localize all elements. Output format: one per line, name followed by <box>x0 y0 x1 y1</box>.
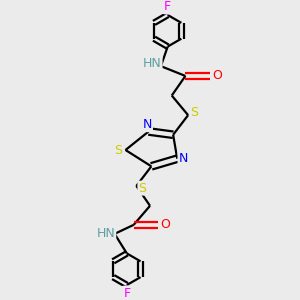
Text: O: O <box>212 70 222 83</box>
Text: S: S <box>190 106 198 119</box>
Text: HN: HN <box>143 57 162 70</box>
Text: S: S <box>138 182 146 195</box>
Text: S: S <box>114 143 122 157</box>
Text: HN: HN <box>97 227 115 240</box>
Text: N: N <box>178 152 188 165</box>
Text: F: F <box>164 0 171 13</box>
Text: N: N <box>142 118 152 131</box>
Text: F: F <box>123 287 130 300</box>
Text: O: O <box>160 218 170 231</box>
